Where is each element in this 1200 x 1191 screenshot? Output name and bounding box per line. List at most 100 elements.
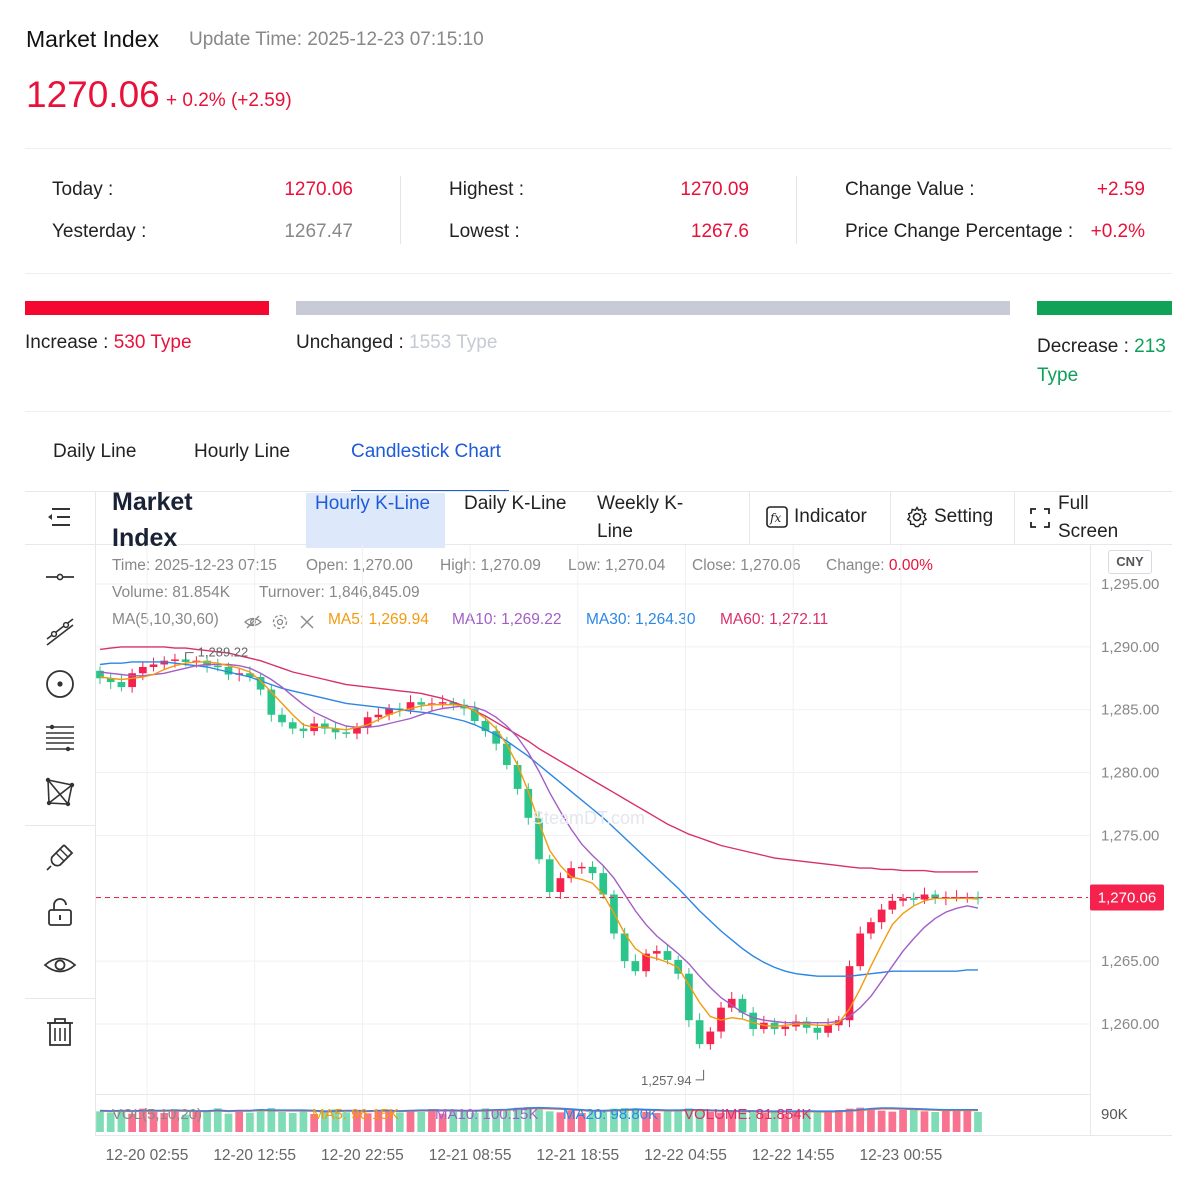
x-tick-label: 12-21 18:55 [536, 1147, 619, 1164]
volume-bar [449, 1111, 458, 1132]
ma-controls [244, 613, 316, 631]
unlock-icon[interactable] [40, 892, 80, 932]
trash-icon[interactable] [40, 1012, 80, 1052]
candle-body [203, 660, 211, 666]
volume-bar [149, 1111, 158, 1132]
volume-bar [470, 1112, 479, 1132]
ktab-weekly[interactable]: Weekly K-Line [597, 493, 684, 542]
volume-divider [96, 1094, 1090, 1095]
candle-body [685, 973, 693, 1021]
candle-body [749, 1012, 758, 1030]
volume-bar [588, 1111, 597, 1132]
unchanged-value: 1553 Type [409, 332, 498, 353]
svg-text:fx: fx [769, 511, 781, 525]
lowest-label: Lowest : [449, 221, 520, 242]
increase-label: Increase : [25, 332, 109, 353]
volume-bar [363, 1113, 372, 1132]
eye-icon[interactable] [40, 945, 80, 985]
volume-bar [299, 1110, 308, 1132]
vol-ma10: MA10: 100.15K [435, 1106, 539, 1123]
today-label: Today : [52, 179, 114, 200]
x-tick-label: 12-22 14:55 [752, 1147, 835, 1164]
info-time: Time: 2025-12-23 07:15 [112, 557, 277, 574]
ma30-line [99, 661, 978, 977]
last-price-label: 1,270.06 [1098, 890, 1156, 907]
volume-bar [224, 1113, 233, 1132]
ma5-line [99, 661, 979, 1028]
unchanged-stat: Unchanged : 1553 Type [296, 332, 497, 354]
gear-icon[interactable] [271, 613, 289, 631]
axis-divider [1090, 544, 1091, 1136]
lowest-value: 1267.6 [690, 221, 749, 242]
min-label: 1,257.94 [641, 1073, 692, 1088]
volume-bar [374, 1111, 383, 1132]
ma10-line [99, 663, 979, 1024]
trend-line-icon[interactable] [40, 610, 80, 650]
volume-bar [759, 1113, 768, 1132]
horizontal-line-icon[interactable] [40, 557, 80, 597]
volume-bar [438, 1113, 447, 1132]
candle-body [481, 721, 490, 732]
unchanged-label: Unchanged : [296, 332, 404, 353]
tab-candlestick-chart[interactable]: Candlestick Chart [351, 441, 501, 462]
ma60-line [99, 646, 979, 873]
candle-body [385, 708, 393, 715]
divider [25, 273, 1172, 274]
candle-body [920, 894, 929, 900]
x-tick-label: 12-20 22:55 [321, 1147, 404, 1164]
volume-bar [888, 1111, 897, 1132]
pattern-icon[interactable] [40, 772, 80, 812]
menu-collapse-icon[interactable] [40, 497, 80, 537]
candle-body [171, 659, 179, 661]
volume-bar [674, 1109, 683, 1132]
candle-body [299, 728, 308, 732]
candle-body [256, 677, 265, 690]
volume-bar [342, 1112, 351, 1132]
price-change: + 0.2% (+2.59) [166, 90, 292, 111]
setting-label: Setting [934, 506, 994, 527]
circle-target-icon[interactable] [40, 664, 80, 704]
decrease-bar [1037, 301, 1172, 315]
candle-body [599, 873, 608, 895]
candle-body [845, 966, 854, 1021]
volume-bar [652, 1113, 661, 1132]
volume-bar [503, 1109, 511, 1132]
volume-bar [160, 1113, 169, 1132]
ma10-value: MA10: 1,269.22 [452, 611, 562, 628]
volume-bar [642, 1112, 650, 1132]
candle-body [288, 722, 297, 729]
volume-bar [856, 1107, 865, 1132]
candle-body [374, 714, 383, 718]
candle-body [342, 732, 351, 734]
divider [25, 544, 95, 545]
setting-button[interactable]: Setting [905, 505, 993, 529]
max-marker [185, 652, 194, 661]
tab-daily-line[interactable]: Daily Line [53, 441, 137, 462]
volume-bar [203, 1112, 211, 1132]
ktab-daily[interactable]: Daily K-Line [464, 493, 567, 514]
volume-bar [931, 1112, 940, 1132]
ktab-hourly[interactable]: Hourly K-Line [315, 493, 431, 514]
gear-icon [906, 506, 928, 528]
fullscreen-button[interactable]: Full Screen [1028, 490, 1128, 546]
info-volume: Volume: 81.854K [112, 584, 231, 601]
candle-body [652, 951, 661, 954]
divider [400, 176, 401, 244]
fibonacci-icon[interactable] [40, 718, 80, 758]
hide-eye-icon[interactable] [244, 613, 262, 631]
currency-badge[interactable]: CNY [1108, 550, 1152, 574]
candle-body [931, 894, 940, 899]
candle-body [556, 878, 565, 892]
change-value: +2.59 [1096, 179, 1145, 200]
ma-label: MA(5,10,30,60) [112, 611, 219, 628]
candle-body [813, 1027, 822, 1033]
magnet-icon[interactable] [40, 837, 80, 877]
indicator-button[interactable]: fx Indicator [765, 505, 867, 529]
pct-change-value: +0.2% [1090, 221, 1145, 242]
close-icon[interactable] [298, 613, 316, 631]
tab-hourly-line[interactable]: Hourly Line [194, 441, 291, 462]
volume-bar [117, 1110, 126, 1132]
chart-header-divider [25, 544, 1172, 545]
candle-body [406, 702, 415, 710]
